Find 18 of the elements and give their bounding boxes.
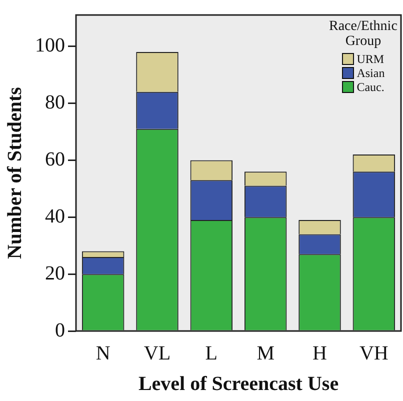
y-tick-label: 60 (45, 148, 65, 170)
legend-label: Cauc. (356, 80, 384, 94)
y-tick-label: 0 (55, 319, 65, 342)
legend-label: Asian (356, 66, 385, 80)
x-tick-label: M (256, 342, 275, 364)
x-tick-label: VL (144, 342, 171, 364)
y-tick-label: 80 (45, 92, 65, 114)
y-axis-title: Number of Students (4, 86, 26, 259)
y-tick-label: 40 (45, 205, 65, 228)
y-tick-label: 20 (45, 262, 65, 284)
legend-title: Race/Ethnic Group (329, 19, 398, 49)
x-tick-label: H (312, 342, 327, 364)
x-axis-title: Level of Screencast Use (138, 373, 339, 396)
legend-label: URM (356, 52, 384, 66)
x-tick-label: VH (359, 342, 388, 364)
x-tick-label: L (205, 342, 218, 364)
x-tick-label: N (96, 342, 110, 364)
y-tick-label: 100 (35, 34, 65, 57)
